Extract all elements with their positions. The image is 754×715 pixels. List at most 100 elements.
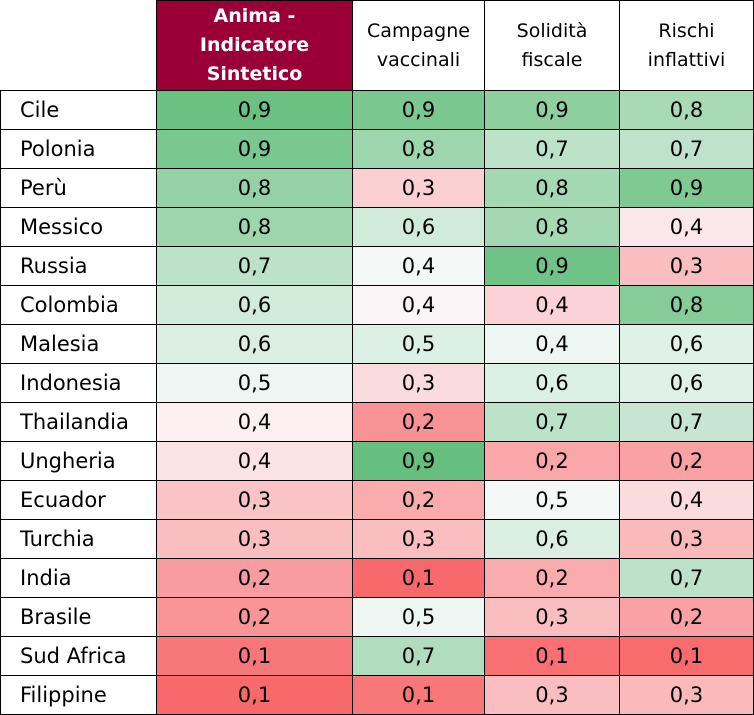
row-label: Malesia bbox=[0, 324, 157, 364]
table-row: Brasile 0,2 0,5 0,3 0,2 bbox=[0, 597, 754, 637]
heatmap-cell: 0,2 bbox=[156, 558, 353, 598]
row-label: India bbox=[0, 558, 157, 598]
heatmap-cell: 0,3 bbox=[619, 519, 754, 559]
column-header-rischi-inflattivi: Rischi inflattivi bbox=[619, 0, 754, 91]
table-row: Ecuador 0,3 0,2 0,5 0,4 bbox=[0, 480, 754, 520]
table-row: Ungheria 0,4 0,9 0,2 0,2 bbox=[0, 441, 754, 481]
heatmap-cell: 0,9 bbox=[484, 246, 620, 286]
heatmap-cell: 0,9 bbox=[156, 129, 353, 169]
column-header-anima: Anima - Indicatore Sintetico bbox=[156, 0, 353, 91]
row-label: Thailandia bbox=[0, 402, 157, 442]
heatmap-cell: 0,8 bbox=[352, 129, 485, 169]
table-row: Filippine 0,1 0,1 0,3 0,3 bbox=[0, 675, 754, 715]
heatmap-cell: 0,4 bbox=[484, 285, 620, 325]
table-row: India 0,2 0,1 0,2 0,7 bbox=[0, 558, 754, 598]
heatmap-cell: 0,8 bbox=[619, 285, 754, 325]
heatmap-cell: 0,4 bbox=[352, 285, 485, 325]
row-label: Colombia bbox=[0, 285, 157, 325]
row-label: Perù bbox=[0, 168, 157, 208]
heatmap-body: Cile 0,9 0,9 0,9 0,8 Polonia 0,9 0,8 0,7 0,7 Perù 0… bbox=[0, 90, 754, 715]
heatmap-cell: 0,5 bbox=[352, 324, 485, 364]
table-row: Thailandia 0,4 0,2 0,7 0,7 bbox=[0, 402, 754, 442]
heatmap-cell: 0,7 bbox=[352, 636, 485, 676]
heatmap-cell: 0,7 bbox=[484, 129, 620, 169]
heatmap-cell: 0,9 bbox=[619, 168, 754, 208]
heatmap-cell: 0,9 bbox=[484, 90, 620, 130]
heatmap-cell: 0,9 bbox=[156, 90, 353, 130]
table-row: Russia 0,7 0,4 0,9 0,3 bbox=[0, 246, 754, 286]
row-label: Cile bbox=[0, 90, 157, 130]
heatmap-cell: 0,1 bbox=[352, 675, 485, 715]
heatmap-cell: 0,6 bbox=[484, 519, 620, 559]
heatmap-cell: 0,6 bbox=[156, 324, 353, 364]
heatmap-cell: 0,7 bbox=[619, 402, 754, 442]
heatmap-cell: 0,2 bbox=[352, 480, 485, 520]
heatmap-cell: 0,6 bbox=[156, 285, 353, 325]
heatmap-cell: 0,3 bbox=[352, 168, 485, 208]
heatmap-cell: 0,3 bbox=[352, 363, 485, 403]
heatmap-cell: 0,3 bbox=[156, 519, 353, 559]
heatmap-cell: 0,9 bbox=[352, 90, 485, 130]
row-label: Messico bbox=[0, 207, 157, 247]
heatmap-cell: 0,4 bbox=[619, 207, 754, 247]
heatmap-cell: 0,3 bbox=[484, 597, 620, 637]
heatmap-cell: 0,1 bbox=[156, 675, 353, 715]
row-label: Indonesia bbox=[0, 363, 157, 403]
heatmap-cell: 0,7 bbox=[619, 558, 754, 598]
row-label: Sud Africa bbox=[0, 636, 157, 676]
heatmap-cell: 0,2 bbox=[619, 441, 754, 481]
heatmap-cell: 0,2 bbox=[352, 402, 485, 442]
heatmap-cell: 0,7 bbox=[619, 129, 754, 169]
table-row: Indonesia 0,5 0,3 0,6 0,6 bbox=[0, 363, 754, 403]
heatmap-cell: 0,7 bbox=[484, 402, 620, 442]
table-row: Perù 0,8 0,3 0,8 0,9 bbox=[0, 168, 754, 208]
heatmap-cell: 0,3 bbox=[619, 246, 754, 286]
row-label: Ecuador bbox=[0, 480, 157, 520]
heatmap-cell: 0,2 bbox=[484, 558, 620, 598]
heatmap-cell: 0,2 bbox=[619, 597, 754, 637]
table-row: Polonia 0,9 0,8 0,7 0,7 bbox=[0, 129, 754, 169]
heatmap-cell: 0,6 bbox=[619, 363, 754, 403]
header-row: Anima - Indicatore Sintetico Campagne va… bbox=[0, 0, 754, 91]
heatmap-cell: 0,4 bbox=[484, 324, 620, 364]
table-row: Turchia 0,3 0,3 0,6 0,3 bbox=[0, 519, 754, 559]
column-header-campagne-vaccinali: Campagne vaccinali bbox=[352, 0, 485, 91]
heatmap-cell: 0,1 bbox=[619, 636, 754, 676]
heatmap-cell: 0,3 bbox=[156, 480, 353, 520]
heatmap-cell: 0,1 bbox=[352, 558, 485, 598]
table-row: Messico 0,8 0,6 0,8 0,4 bbox=[0, 207, 754, 247]
table-row: Colombia 0,6 0,4 0,4 0,8 bbox=[0, 285, 754, 325]
table-row: Sud Africa 0,1 0,7 0,1 0,1 bbox=[0, 636, 754, 676]
heatmap-cell: 0,6 bbox=[352, 207, 485, 247]
row-label: Turchia bbox=[0, 519, 157, 559]
heatmap-cell: 0,8 bbox=[156, 207, 353, 247]
heatmap-cell: 0,6 bbox=[619, 324, 754, 364]
row-label: Filippine bbox=[0, 675, 157, 715]
heatmap-cell: 0,5 bbox=[352, 597, 485, 637]
column-header-solidita-fiscale: Solidità fiscale bbox=[484, 0, 620, 91]
heatmap-cell: 0,4 bbox=[156, 441, 353, 481]
heatmap-cell: 0,3 bbox=[352, 519, 485, 559]
row-label: Polonia bbox=[0, 129, 157, 169]
table-row: Cile 0,9 0,9 0,9 0,8 bbox=[0, 90, 754, 130]
heatmap-cell: 0,4 bbox=[352, 246, 485, 286]
row-label: Ungheria bbox=[0, 441, 157, 481]
heatmap-cell: 0,5 bbox=[156, 363, 353, 403]
heatmap-cell: 0,8 bbox=[619, 90, 754, 130]
row-label: Brasile bbox=[0, 597, 157, 637]
heatmap-cell: 0,6 bbox=[484, 363, 620, 403]
table-row: Malesia 0,6 0,5 0,4 0,6 bbox=[0, 324, 754, 364]
heatmap-cell: 0,5 bbox=[484, 480, 620, 520]
corner-cell bbox=[0, 0, 157, 91]
heatmap-cell: 0,1 bbox=[156, 636, 353, 676]
heatmap-cell: 0,8 bbox=[484, 207, 620, 247]
heatmap-cell: 0,4 bbox=[156, 402, 353, 442]
heatmap-cell: 0,2 bbox=[484, 441, 620, 481]
heatmap-cell: 0,9 bbox=[352, 441, 485, 481]
heatmap-cell: 0,4 bbox=[619, 480, 754, 520]
heatmap-cell: 0,3 bbox=[484, 675, 620, 715]
row-label: Russia bbox=[0, 246, 157, 286]
heatmap-cell: 0,1 bbox=[484, 636, 620, 676]
heatmap-cell: 0,3 bbox=[619, 675, 754, 715]
